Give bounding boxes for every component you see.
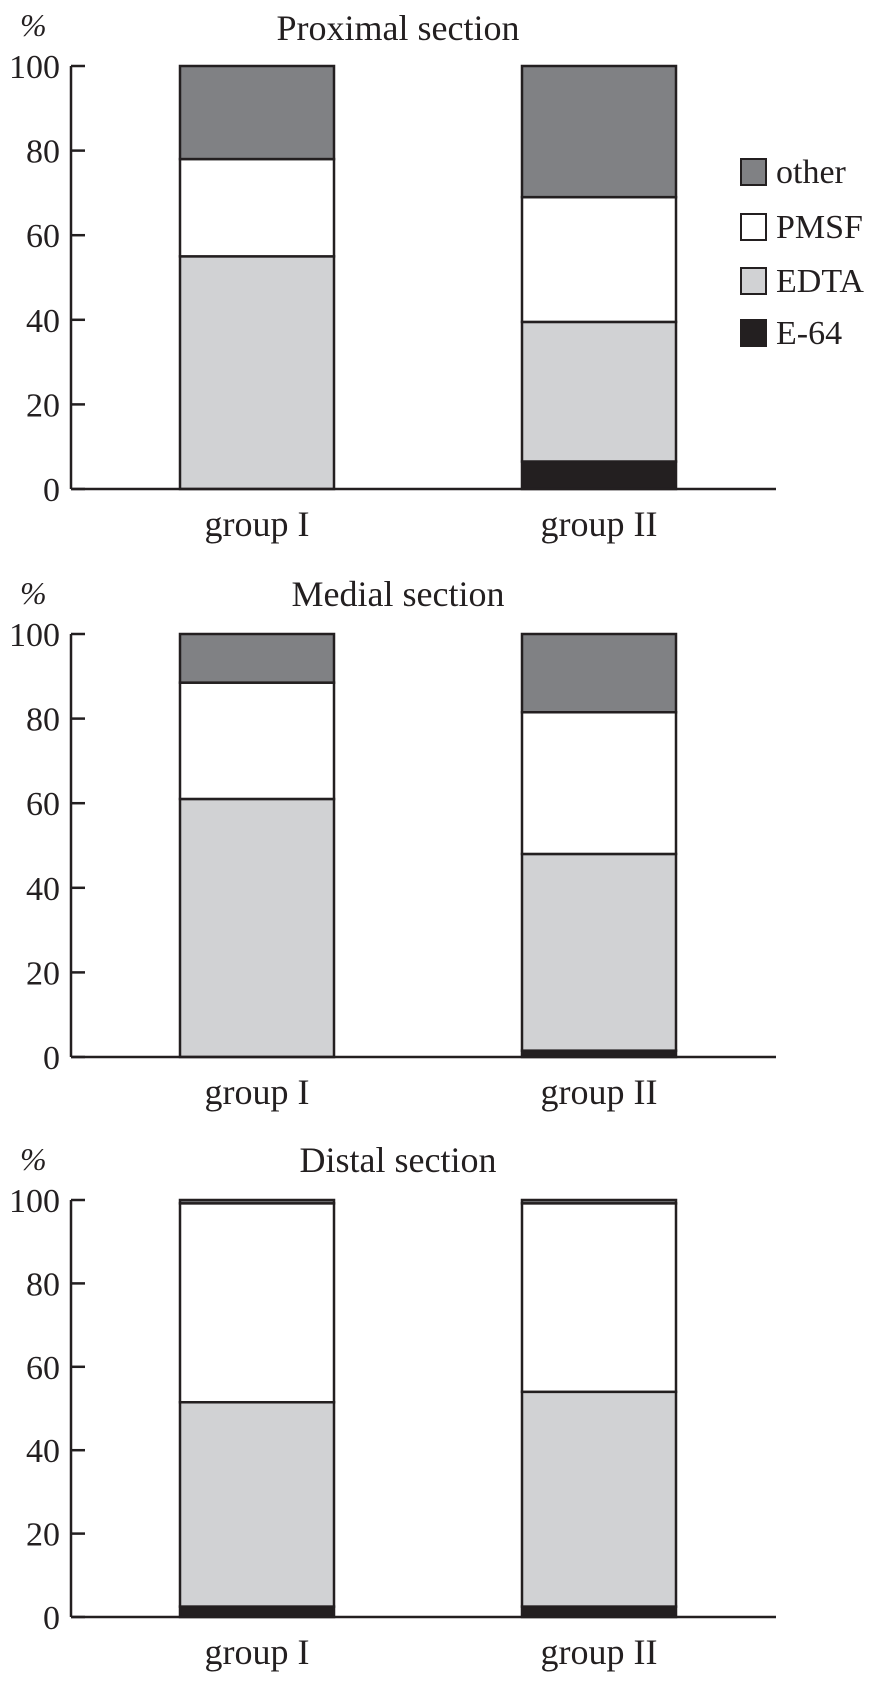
x-tick-label: group I [205, 1072, 310, 1112]
y-tick-label: 60 [26, 1350, 60, 1387]
legend-swatch-e-64 [740, 319, 767, 347]
bar-pmsf-group-i [178, 681, 336, 801]
y-tick-label: 100 [9, 49, 60, 86]
y-axis-label: % [20, 1141, 47, 1177]
y-tick-label: 0 [43, 1600, 60, 1637]
y-tick-label: 20 [26, 1517, 60, 1554]
legend-label: E-64 [776, 315, 842, 352]
x-tick-label: group II [541, 1632, 658, 1672]
y-tick-label: 0 [43, 1040, 60, 1077]
legend-label: PMSF [776, 209, 863, 246]
y-tick-label: 80 [26, 702, 60, 739]
y-axis-label: % [20, 7, 47, 43]
x-tick-label: group I [205, 1632, 310, 1672]
legend-swatch-other [740, 158, 767, 186]
bar-other-group-ii [520, 632, 678, 714]
bar-e-64-group-ii [520, 460, 678, 491]
bar-edta-group-i [178, 797, 336, 1059]
chart-title: Proximal section [277, 8, 520, 48]
bar-other-group-ii [520, 1198, 678, 1205]
bar-edta-group-ii [520, 852, 678, 1052]
bar-edta-group-ii [520, 1390, 678, 1608]
x-tick-label: group II [541, 1072, 658, 1112]
legend-swatch-pmsf [740, 213, 767, 241]
bar-pmsf-group-ii [520, 195, 678, 324]
bar-other-group-i [178, 1198, 336, 1205]
y-tick-label: 80 [26, 134, 60, 171]
bar-pmsf-group-i [178, 157, 336, 258]
y-tick-label: 60 [26, 218, 60, 255]
bar-other-group-i [178, 64, 336, 161]
legend-label: other [776, 154, 847, 191]
bar-edta-group-i [178, 255, 336, 491]
bar-other-group-ii [520, 64, 678, 199]
bar-other-group-i [178, 632, 336, 684]
bar-pmsf-group-i [178, 1202, 336, 1404]
y-tick-label: 80 [26, 1266, 60, 1303]
y-tick-label: 40 [26, 871, 60, 908]
bar-edta-group-i [178, 1400, 336, 1608]
bar-pmsf-group-ii [520, 1202, 678, 1394]
y-tick-label: 100 [9, 1183, 60, 1220]
y-tick-label: 40 [26, 303, 60, 340]
y-tick-label: 100 [9, 617, 60, 654]
bar-e-64-group-i [178, 1605, 336, 1619]
y-tick-label: 60 [26, 786, 60, 823]
x-tick-label: group I [205, 504, 310, 544]
x-tick-label: group II [541, 504, 658, 544]
bar-edta-group-ii [520, 320, 678, 463]
y-tick-label: 0 [43, 472, 60, 509]
y-tick-label: 20 [26, 955, 60, 992]
y-axis-label: % [20, 575, 47, 611]
y-tick-label: 40 [26, 1433, 60, 1470]
bar-e-64-group-ii [520, 1605, 678, 1619]
legend-swatch-edta [740, 267, 767, 295]
chart-title: Distal section [300, 1140, 497, 1180]
bar-pmsf-group-ii [520, 711, 678, 856]
chart-title: Medial section [292, 574, 505, 614]
legend-label: EDTA [776, 263, 864, 300]
y-tick-label: 20 [26, 387, 60, 424]
